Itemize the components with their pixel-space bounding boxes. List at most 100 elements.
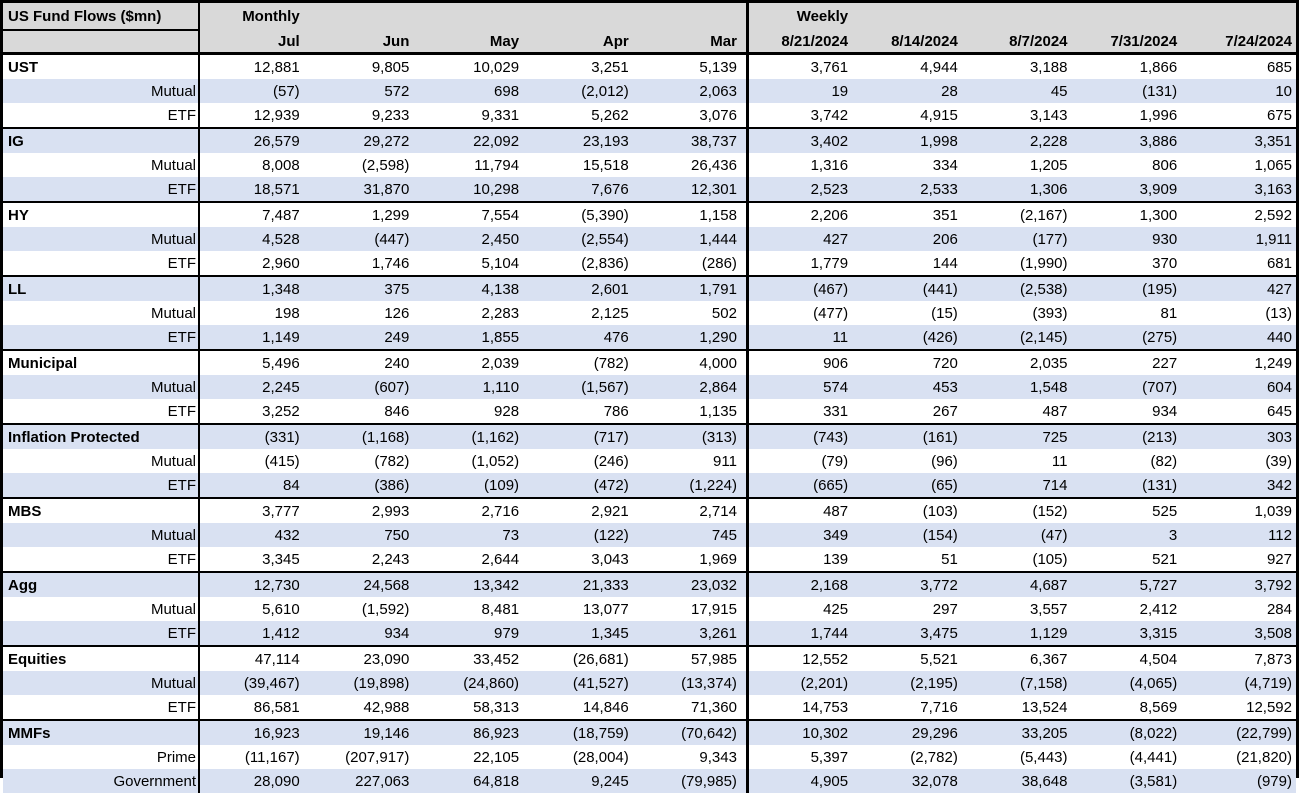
cell: 3,557 — [967, 597, 1077, 621]
subcategory-label: ETF — [3, 473, 199, 498]
cell: (47) — [967, 523, 1077, 547]
cell: 3,076 — [638, 103, 748, 128]
cell: (19,898) — [309, 671, 419, 695]
cell: 4,944 — [857, 54, 967, 80]
cell: (447) — [309, 227, 419, 251]
cell: (7,158) — [967, 671, 1077, 695]
cell: 10,302 — [747, 720, 857, 745]
subcategory-label: Mutual — [3, 449, 199, 473]
cell: (426) — [857, 325, 967, 350]
category-label: Equities — [3, 646, 199, 671]
cell: 3,261 — [638, 621, 748, 646]
cell: 934 — [309, 621, 419, 646]
column-header: 7/31/2024 — [1077, 30, 1187, 54]
cell: 2,039 — [418, 350, 528, 375]
subcategory-label: ETF — [3, 177, 199, 202]
cell: 2,243 — [309, 547, 419, 572]
cell: 12,730 — [199, 572, 309, 597]
cell: (96) — [857, 449, 967, 473]
cell: 2,450 — [418, 227, 528, 251]
cell: 370 — [1077, 251, 1187, 276]
cell: 11 — [747, 325, 857, 350]
cell: (415) — [199, 449, 309, 473]
cell: 23,193 — [528, 128, 638, 153]
cell: 5,139 — [638, 54, 748, 80]
cell: 1,345 — [528, 621, 638, 646]
cell: 8,481 — [418, 597, 528, 621]
cell: (743) — [747, 424, 857, 449]
cell: 16,923 — [199, 720, 309, 745]
header-spacer — [3, 30, 199, 54]
cell: 425 — [747, 597, 857, 621]
subcategory-label: ETF — [3, 695, 199, 720]
cell: 7,676 — [528, 177, 638, 202]
cell: 1,998 — [857, 128, 967, 153]
cell: 3,761 — [747, 54, 857, 80]
cell: 2,716 — [418, 498, 528, 523]
cell: (393) — [967, 301, 1077, 325]
column-header: Mar — [638, 30, 748, 54]
cell: 3,886 — [1077, 128, 1187, 153]
cell: 1,911 — [1186, 227, 1296, 251]
cell: (26,681) — [528, 646, 638, 671]
cell: 645 — [1186, 399, 1296, 424]
cell: 1,969 — [638, 547, 748, 572]
cell: (195) — [1077, 276, 1187, 301]
table-row: Mutual(39,467)(19,898)(24,860)(41,527)(1… — [3, 671, 1296, 695]
cell: 2,283 — [418, 301, 528, 325]
cell: 3,188 — [967, 54, 1077, 80]
cell: 502 — [638, 301, 748, 325]
cell: (2,782) — [857, 745, 967, 769]
cell: 2,592 — [1186, 202, 1296, 227]
cell: 26,436 — [638, 153, 748, 177]
cell: 31,870 — [309, 177, 419, 202]
cell: 9,805 — [309, 54, 419, 80]
cell: 12,881 — [199, 54, 309, 80]
cell: 14,753 — [747, 695, 857, 720]
cell: (286) — [638, 251, 748, 276]
cell: 1,348 — [199, 276, 309, 301]
cell: (8,022) — [1077, 720, 1187, 745]
cell: 227 — [1077, 350, 1187, 375]
category-label: HY — [3, 202, 199, 227]
cell: 521 — [1077, 547, 1187, 572]
cell: 1,149 — [199, 325, 309, 350]
cell: 64,818 — [418, 769, 528, 793]
subcategory-label: Government — [3, 769, 199, 793]
cell: (18,759) — [528, 720, 638, 745]
cell: 38,648 — [967, 769, 1077, 793]
cell: 3,475 — [857, 621, 967, 646]
cell: 227,063 — [309, 769, 419, 793]
cell: 22,092 — [418, 128, 528, 153]
cell: 17,915 — [638, 597, 748, 621]
cell: 12,552 — [747, 646, 857, 671]
cell: 4,915 — [857, 103, 967, 128]
cell: 786 — [528, 399, 638, 424]
cell: (1,990) — [967, 251, 1077, 276]
cell: 3,402 — [747, 128, 857, 153]
cell: (2,538) — [967, 276, 1077, 301]
cell: 2,063 — [638, 79, 748, 103]
cell: 15,518 — [528, 153, 638, 177]
cell: 240 — [309, 350, 419, 375]
subcategory-label: Mutual — [3, 227, 199, 251]
cell: 806 — [1077, 153, 1187, 177]
cell: (161) — [857, 424, 967, 449]
category-label: Agg — [3, 572, 199, 597]
subcategory-label: ETF — [3, 547, 199, 572]
cell: (2,012) — [528, 79, 638, 103]
cell: 9,343 — [638, 745, 748, 769]
cell: 1,744 — [747, 621, 857, 646]
subcategory-label: ETF — [3, 103, 199, 128]
